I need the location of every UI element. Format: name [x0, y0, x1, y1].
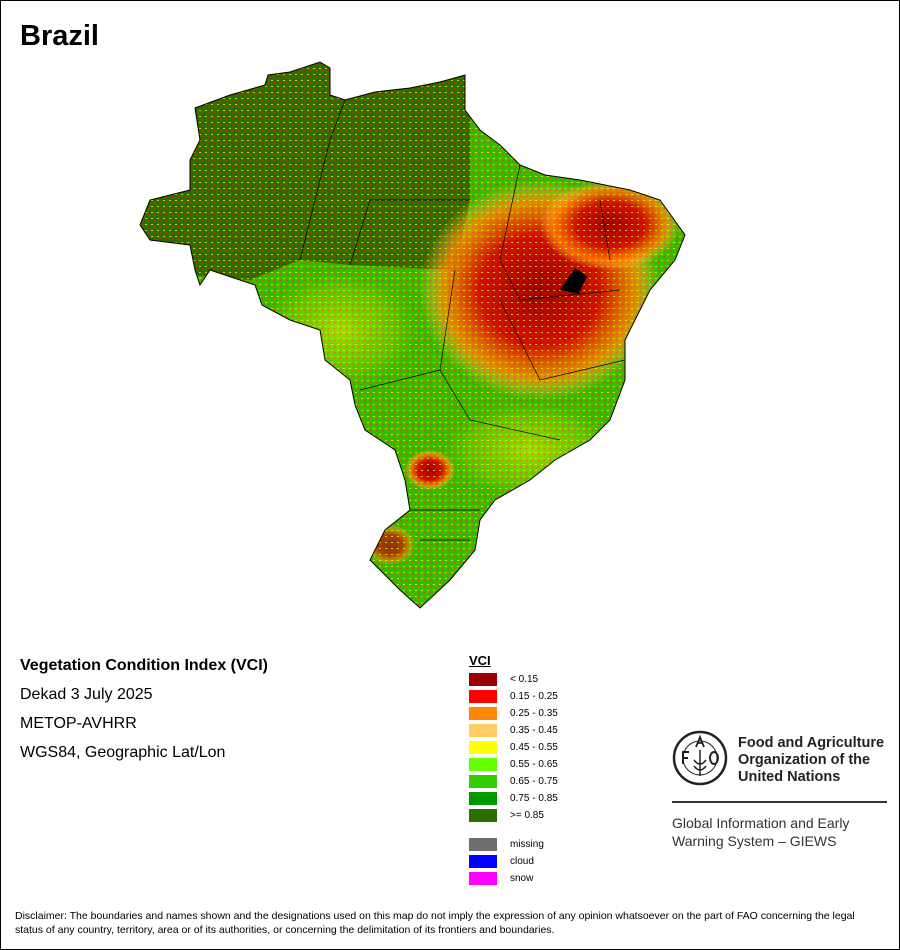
legend-item: cloud — [469, 853, 558, 870]
legend-label: 0.15 - 0.25 — [510, 690, 558, 702]
giews-name: Global Information and Early Warning Sys… — [672, 815, 850, 849]
legend-swatch — [469, 707, 497, 720]
legend-label: 0.65 - 0.75 — [510, 775, 558, 787]
legend-item: 0.15 - 0.25 — [469, 688, 558, 705]
legend-label: snow — [510, 872, 534, 884]
fao-emblem-icon — [672, 730, 728, 786]
legend-label: 0.55 - 0.65 — [510, 758, 558, 770]
legend-item: 0.75 - 0.85 — [469, 790, 558, 807]
legend-label: cloud — [510, 855, 534, 867]
legend-item: 0.65 - 0.75 — [469, 773, 558, 790]
legend-label: >= 0.85 — [510, 809, 544, 821]
fao-name: Food and Agriculture Organization of the… — [738, 735, 885, 785]
map-title: Brazil — [20, 20, 99, 52]
legend-swatch — [469, 809, 497, 822]
state-borders — [299, 99, 626, 541]
legend-swatch — [469, 758, 497, 771]
legend-title: VCI — [469, 653, 491, 668]
legend-label: missing — [510, 838, 544, 850]
index-name: Vegetation Condition Index (VCI) — [20, 657, 268, 674]
legend-swatch — [469, 741, 497, 754]
legend-swatch — [469, 673, 497, 686]
legend-item: 0.55 - 0.65 — [469, 756, 558, 773]
legend-item: missing — [469, 836, 558, 853]
legend-swatch — [469, 838, 497, 851]
map-info: Vegetation Condition Index (VCI) Dekad 3… — [20, 657, 268, 773]
legend-label: 0.25 - 0.35 — [510, 707, 558, 719]
legend-swatch — [469, 724, 497, 737]
legend-item: 0.45 - 0.55 — [469, 739, 558, 756]
legend-swatch — [469, 855, 497, 868]
legend-swatch — [469, 792, 497, 805]
legend-label: 0.45 - 0.55 — [510, 741, 558, 753]
legend-item: >= 0.85 — [469, 807, 558, 824]
period: Dekad 3 July 2025 — [20, 686, 153, 703]
legend-swatch — [469, 872, 497, 885]
legend-swatch — [469, 775, 497, 788]
disclaimer: Disclaimer: The boundaries and names sho… — [15, 910, 855, 936]
legend-item: snow — [469, 870, 558, 887]
legend-label: < 0.15 — [510, 673, 539, 685]
legend: VCI < 0.15 0.15 - 0.25 0.25 - 0.35 0.35 - 0… — [469, 653, 558, 887]
legend-item: 0.25 - 0.35 — [469, 705, 558, 722]
projection: WGS84, Geographic Lat/Lon — [20, 744, 226, 761]
sensor: METOP-AVHRR — [20, 715, 137, 732]
legend-swatch — [469, 690, 497, 703]
legend-label: 0.35 - 0.45 — [510, 724, 558, 736]
legend-label: 0.75 - 0.85 — [510, 792, 558, 804]
divider — [672, 801, 887, 803]
legend-item: 0.35 - 0.45 — [469, 722, 558, 739]
country-border — [139, 61, 686, 609]
legend-item: < 0.15 — [469, 671, 558, 688]
